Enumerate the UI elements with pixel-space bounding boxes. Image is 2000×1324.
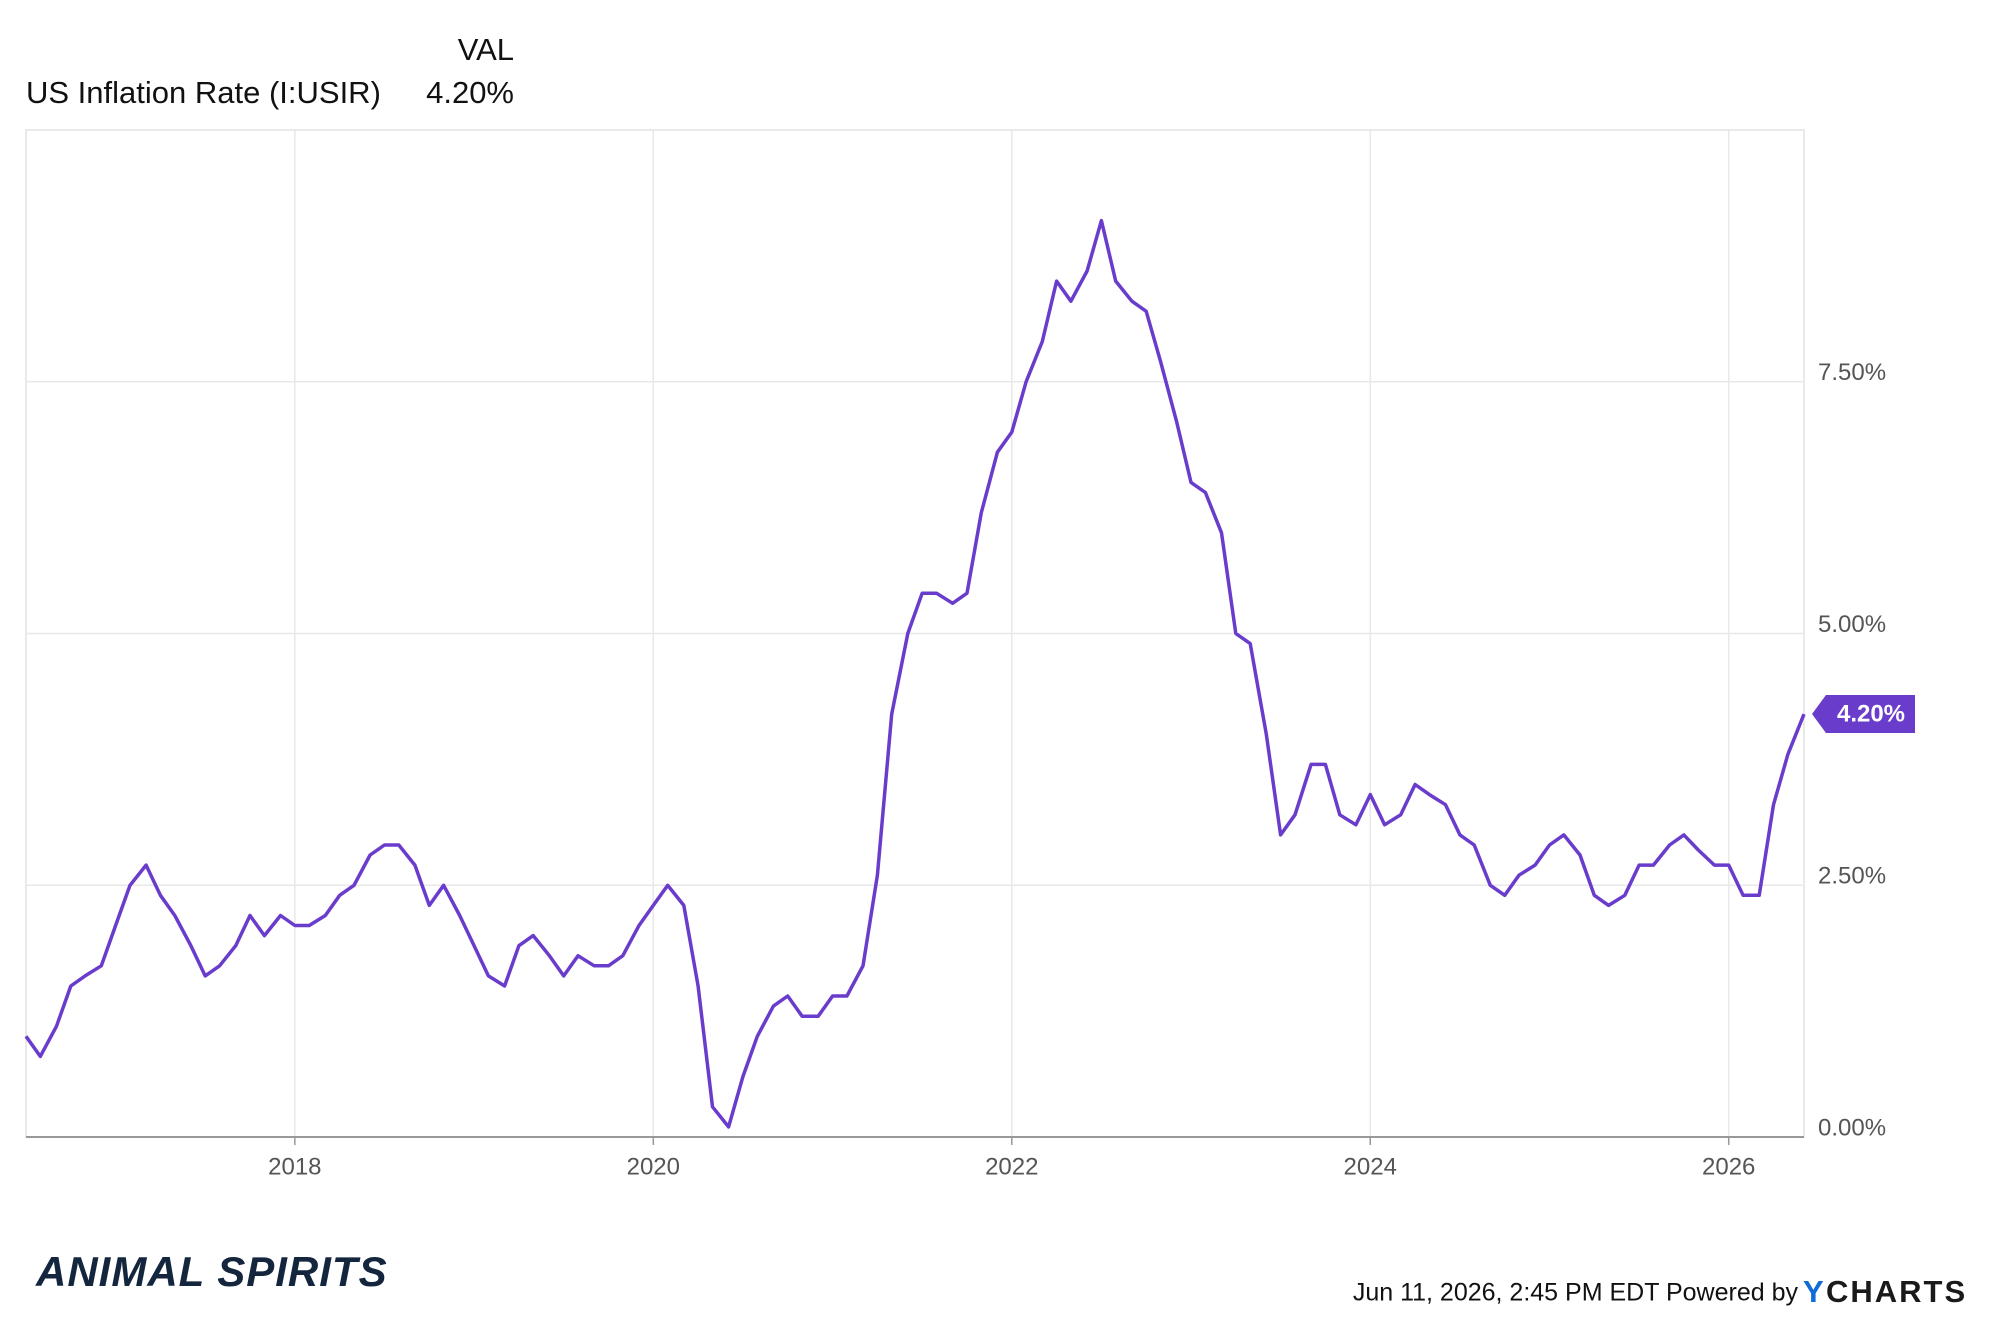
last-value-label: 4.20% — [1837, 700, 1905, 727]
x-tick-label: 2022 — [985, 1153, 1038, 1180]
last-value-tag — [1812, 695, 1915, 734]
y-tick-label: 5.00% — [1818, 611, 1886, 638]
x-tick-label: 2018 — [268, 1153, 321, 1180]
legend-value: 4.20% — [426, 75, 514, 110]
header-column: VAL — [458, 32, 514, 67]
footer-timestamp: Jun 11, 2026, 2:45 PM EDT Powered by — [1353, 1279, 1799, 1307]
x-tick-label: 2026 — [1702, 1153, 1755, 1180]
y-tick-label: 7.50% — [1818, 359, 1886, 386]
x-tick-label: 2020 — [627, 1153, 680, 1180]
y-tick-label: 2.50% — [1818, 863, 1886, 890]
data-line — [24, 218, 1806, 1129]
x-tick-label: 2024 — [1344, 1153, 1397, 1180]
ycharts-logo-y: Y — [1803, 1274, 1824, 1309]
ycharts-logo: CHARTS — [1826, 1274, 1967, 1309]
y-tick-label: 0.00% — [1818, 1114, 1886, 1141]
brand-logo: ANIMAL SPIRITS — [35, 1248, 388, 1295]
legend-name: US Inflation Rate (I:USIR) — [26, 75, 381, 110]
